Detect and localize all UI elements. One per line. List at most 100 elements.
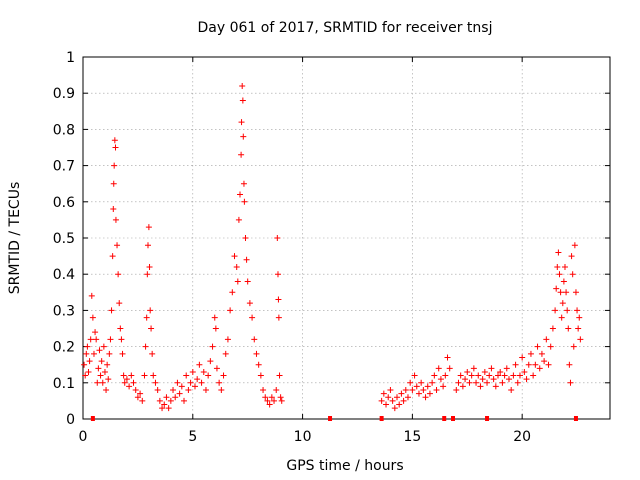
data-point [555,249,562,256]
data-point [82,372,89,379]
data-point [130,379,137,386]
data-point [549,325,556,332]
data-point [484,379,491,386]
data-point [243,256,250,263]
data-point [557,289,564,296]
data-point [453,387,460,394]
data-point [165,405,172,412]
x-tick-label: 5 [188,429,197,445]
data-point [126,383,133,390]
data-point [437,376,444,383]
data-point [86,358,93,365]
data-point [420,387,427,394]
data-point [503,365,510,372]
data-point [559,300,566,307]
data-point [415,390,422,397]
data-point [123,376,130,383]
data-point [88,292,95,299]
data-point [567,379,574,386]
data-point [81,361,88,368]
data-point [404,394,411,401]
data-point [570,343,577,350]
data-point [479,376,486,383]
data-point [185,387,192,394]
data-point [444,354,451,361]
data-point [442,372,449,379]
zero-value-marker [573,416,578,421]
data-point [275,314,282,321]
y-tick-label: 0.3 [53,303,75,319]
data-point [183,372,190,379]
data-point [274,235,281,241]
data-point [394,394,401,401]
data-point [563,289,570,296]
data-point [144,271,151,278]
data-point [577,336,584,343]
data-point [156,397,163,404]
grid-lines [83,57,610,419]
data-point [495,372,502,379]
data-point [527,350,534,357]
data-point [545,361,552,368]
data-point [205,372,212,379]
data-point [257,372,264,379]
zero-value-marker [442,416,447,421]
data-point [541,358,548,365]
data-point [409,387,416,394]
data-point [424,383,431,390]
data-point [108,307,115,314]
data-point [422,394,429,401]
data-point [120,372,127,379]
data-point [457,372,464,379]
data-point [231,253,238,260]
data-point [455,379,462,386]
data-point [144,242,151,249]
data-point [543,336,550,343]
data-point [94,379,101,386]
data-point [271,397,278,404]
data-point [464,368,471,375]
zero-value-marker [328,416,333,421]
data-point [378,397,385,404]
data-point [112,216,119,223]
data-point [116,300,123,307]
data-point [538,350,545,357]
axis-ticks: 00.10.20.30.40.50.60.70.80.910 5 10 15 20 [53,50,610,445]
data-point [163,394,170,401]
data-point [176,390,183,397]
data-point [114,242,121,249]
y-tick-label: 0.8 [53,122,75,138]
data-point [530,372,537,379]
y-tick-label: 0.1 [53,376,75,392]
data-point [194,376,201,383]
data-point [534,343,541,350]
data-point [233,263,240,270]
data-point [558,314,565,321]
data-point [152,379,159,386]
data-point [148,325,155,332]
data-point [246,300,253,307]
data-point [572,289,579,296]
data-point [554,263,561,270]
x-tick-label: 10 [294,429,312,445]
data-point [486,372,493,379]
data-point [89,314,96,321]
y-tick-label: 0.9 [53,86,75,102]
x-tick-label: 0 [79,429,88,445]
data-point [499,379,506,386]
data-point [90,350,97,357]
data-point [514,379,521,386]
data-point [132,387,139,394]
data-point [398,390,405,397]
data-point [273,387,280,394]
data-point [189,368,196,375]
data-point [431,372,438,379]
data-point [466,379,473,386]
data-point [84,343,91,350]
data-point [161,401,168,408]
data-point [510,372,517,379]
data-point [224,336,231,343]
data-point [106,350,113,357]
x-tick-label: 15 [403,429,421,445]
